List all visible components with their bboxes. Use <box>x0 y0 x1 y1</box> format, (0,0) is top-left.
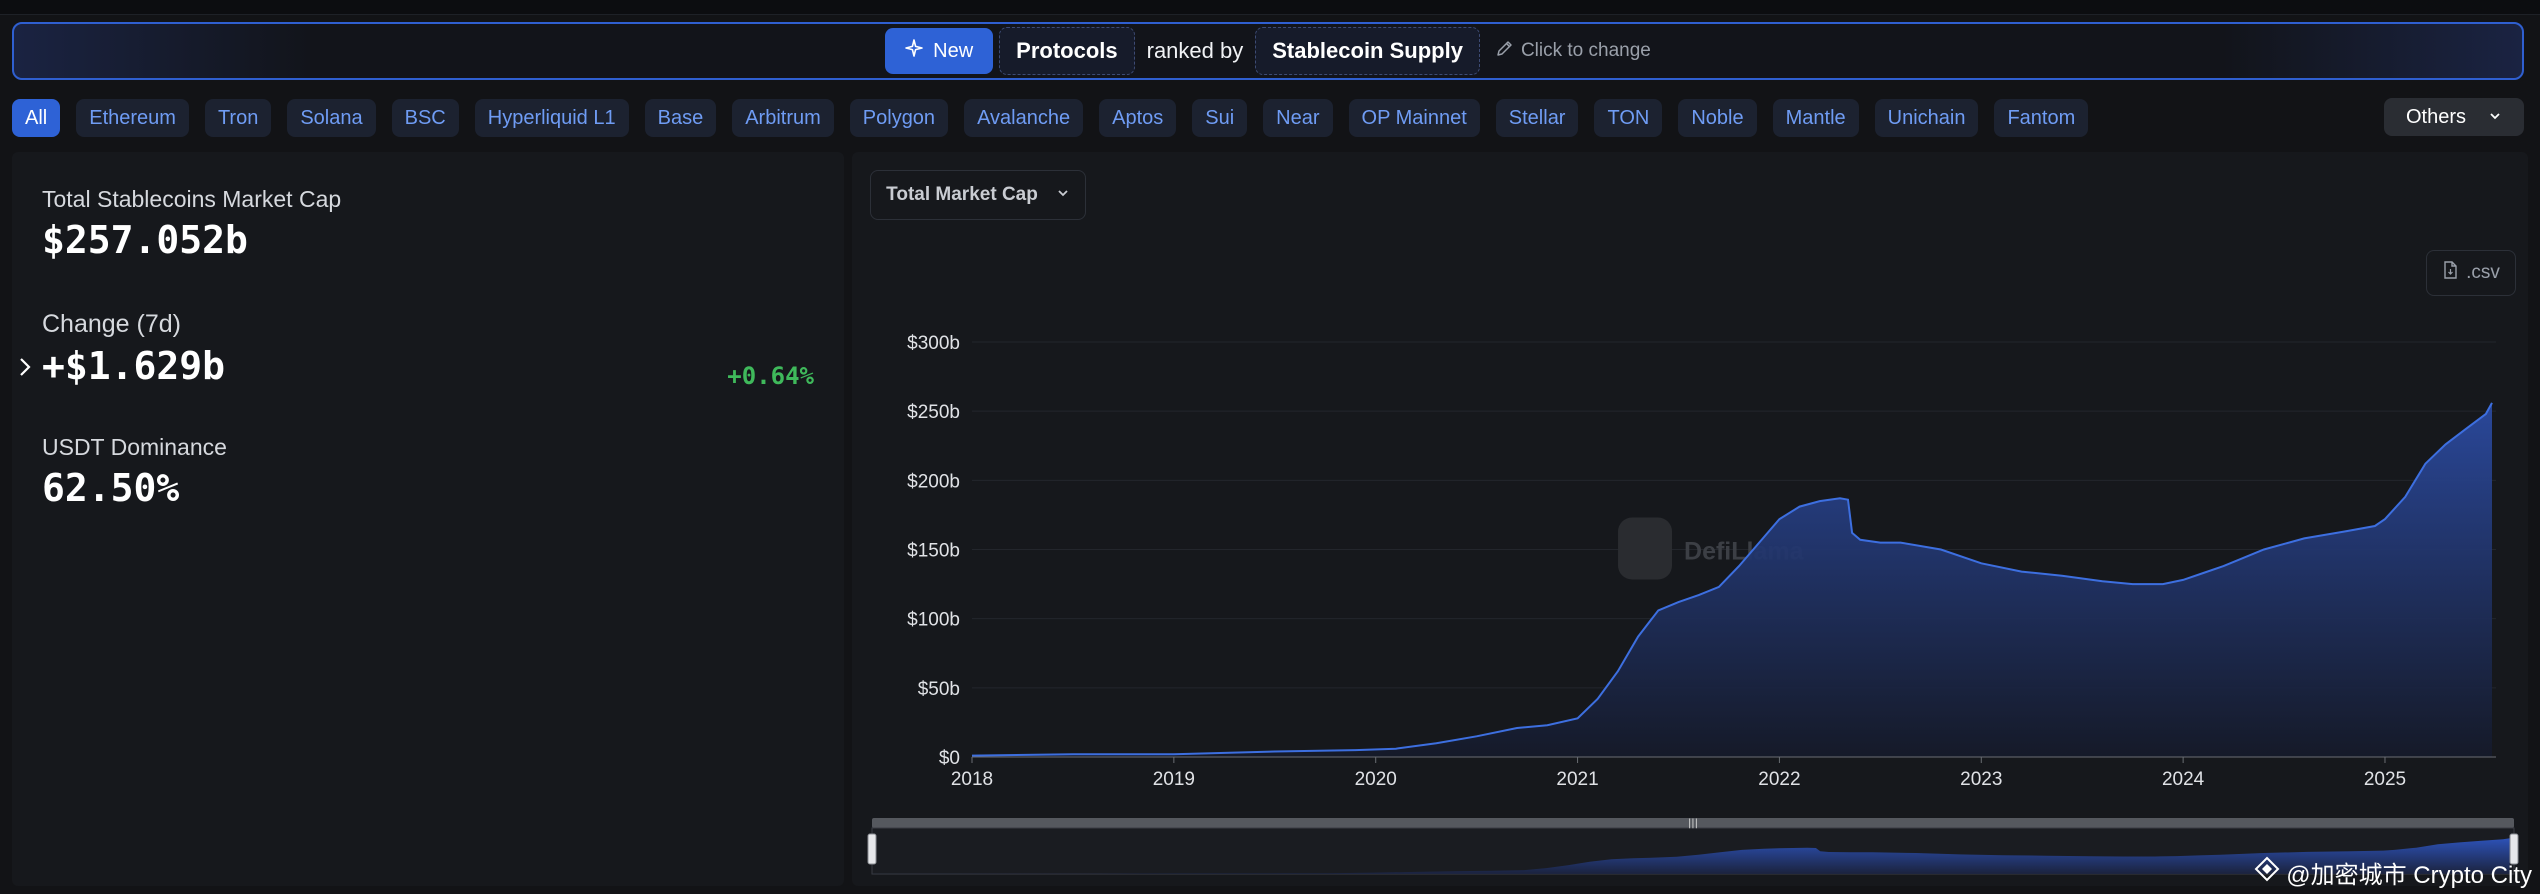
chevron-right-icon[interactable] <box>18 356 32 383</box>
zoom-handle[interactable] <box>867 833 877 865</box>
chain-tab-op-mainnet[interactable]: OP Mainnet <box>1348 99 1480 137</box>
file-icon <box>2442 261 2458 285</box>
chain-tab-fantom[interactable]: Fantom <box>1994 99 2089 137</box>
chain-tab-bsc[interactable]: BSC <box>391 99 459 137</box>
metric-dropdown[interactable]: Total Market Cap <box>870 170 1086 220</box>
y-tick-label: $300b <box>907 333 960 354</box>
defillama-logo-icon <box>1618 517 1673 580</box>
chain-tab-noble[interactable]: Noble <box>1678 99 1757 137</box>
chain-tab-hyperliquid-l1[interactable]: Hyperliquid L1 <box>474 99 629 137</box>
x-tick-label: 2023 <box>1960 769 2002 790</box>
new-label: New <box>933 39 974 62</box>
x-tick-label: 2019 <box>1153 769 1195 790</box>
y-tick-label: $150b <box>907 541 960 562</box>
x-tick-label: 2025 <box>2364 769 2406 790</box>
stats-panel: Total Stablecoins Market Cap $257.052b C… <box>12 152 844 886</box>
protocols-chip[interactable]: Protocols <box>999 27 1135 75</box>
diamond-logo-icon <box>2254 856 2280 889</box>
ranked-by-text: ranked by <box>1146 38 1244 63</box>
chain-tab-base[interactable]: Base <box>644 99 717 137</box>
y-tick-label: $250b <box>907 402 960 423</box>
chain-tab-sui[interactable]: Sui <box>1192 99 1248 137</box>
zoom-handle[interactable] <box>2509 833 2519 865</box>
x-tick-label: 2022 <box>1758 769 1800 790</box>
download-csv-button[interactable]: .csv <box>2426 250 2516 296</box>
x-tick-label: 2018 <box>951 769 993 790</box>
watermark-text: @加密城市 Crypto City <box>2286 862 2532 889</box>
zoom-preview-area <box>872 838 2510 874</box>
chain-list: All Ethereum Tron Solana BSC Hyperliquid L1 Ba… <box>12 99 2104 137</box>
zoom-grip-icon[interactable]: ||| <box>1688 818 1698 829</box>
chain-tab-aptos[interactable]: Aptos <box>1099 99 1177 137</box>
chain-tab-mantle[interactable]: Mantle <box>1772 99 1859 137</box>
ranking-banner: New Protocols ranked by Stablecoin Suppl… <box>12 22 2524 80</box>
chain-tab-unichain[interactable]: Unichain <box>1874 99 1979 137</box>
chain-tab-arbitrum[interactable]: Arbitrum <box>732 99 834 137</box>
market-cap-chart: $0$50b$100b$150b$200b$250b$300bDefiLlama… <box>867 333 2519 875</box>
csv-label: .csv <box>2466 262 2500 283</box>
change-label: Change (7d) <box>42 310 181 338</box>
chain-tab-near[interactable]: Near <box>1263 99 1333 137</box>
series-line <box>971 402 2493 757</box>
chain-tab-ton[interactable]: TON <box>1594 99 1663 137</box>
market-cap-label: Total Stablecoins Market Cap <box>42 186 342 212</box>
others-dropdown[interactable]: Others <box>2384 98 2524 136</box>
chart-panel: $0 $50b $100b $150b $200b $250b $300b DefiLlama… <box>852 152 2528 886</box>
chain-tab-avalanche[interactable]: Avalanche <box>964 99 1084 137</box>
change-percent: +0.64% <box>727 362 814 390</box>
chain-filter-bar: All Ethereum Tron Solana BSC Hyperliquid L1 Ba… <box>12 94 2528 142</box>
others-label: Others <box>2405 105 2467 128</box>
chain-tab-stellar[interactable]: Stellar <box>1495 99 1579 137</box>
sparkle-icon <box>905 39 923 63</box>
top-strip <box>0 0 2540 15</box>
change-value: +$1.629b <box>42 344 226 388</box>
chain-tab-solana[interactable]: Solana <box>287 99 376 137</box>
dominance-label: USDT Dominance <box>42 434 227 460</box>
chain-tab-ethereum[interactable]: Ethereum <box>76 99 189 137</box>
dominance-value: 62.50% <box>42 466 180 510</box>
chevron-down-icon <box>2488 106 2502 129</box>
chain-tab-polygon[interactable]: Polygon <box>849 99 949 137</box>
metric-chip[interactable]: Stablecoin Supply <box>1255 27 1480 75</box>
series-area <box>972 402 2492 757</box>
change-hint[interactable]: Click to change <box>1496 40 1651 63</box>
new-button[interactable]: New <box>885 28 994 74</box>
market-cap-value: $257.052b <box>42 218 248 262</box>
pencil-icon <box>1496 40 1513 63</box>
y-tick-label: $50b <box>918 679 960 700</box>
x-tick-label: 2020 <box>1355 769 1397 790</box>
chevron-down-icon <box>1056 184 1070 206</box>
y-tick-label: $200b <box>907 471 960 492</box>
x-tick-label: 2024 <box>2162 769 2205 790</box>
metric-dropdown-label: Total Market Cap <box>886 184 1038 205</box>
y-tick-label: $0 <box>939 748 960 769</box>
zoom-scrollbar <box>872 818 2514 828</box>
change-hint-label: Click to change <box>1520 40 1651 61</box>
chain-tab-tron[interactable]: Tron <box>204 99 272 137</box>
watermark: @加密城市 Crypto City <box>2254 855 2532 890</box>
x-tick-label: 2021 <box>1556 769 1598 790</box>
y-tick-label: $100b <box>907 610 960 631</box>
chain-tab-all[interactable]: All <box>12 99 61 137</box>
